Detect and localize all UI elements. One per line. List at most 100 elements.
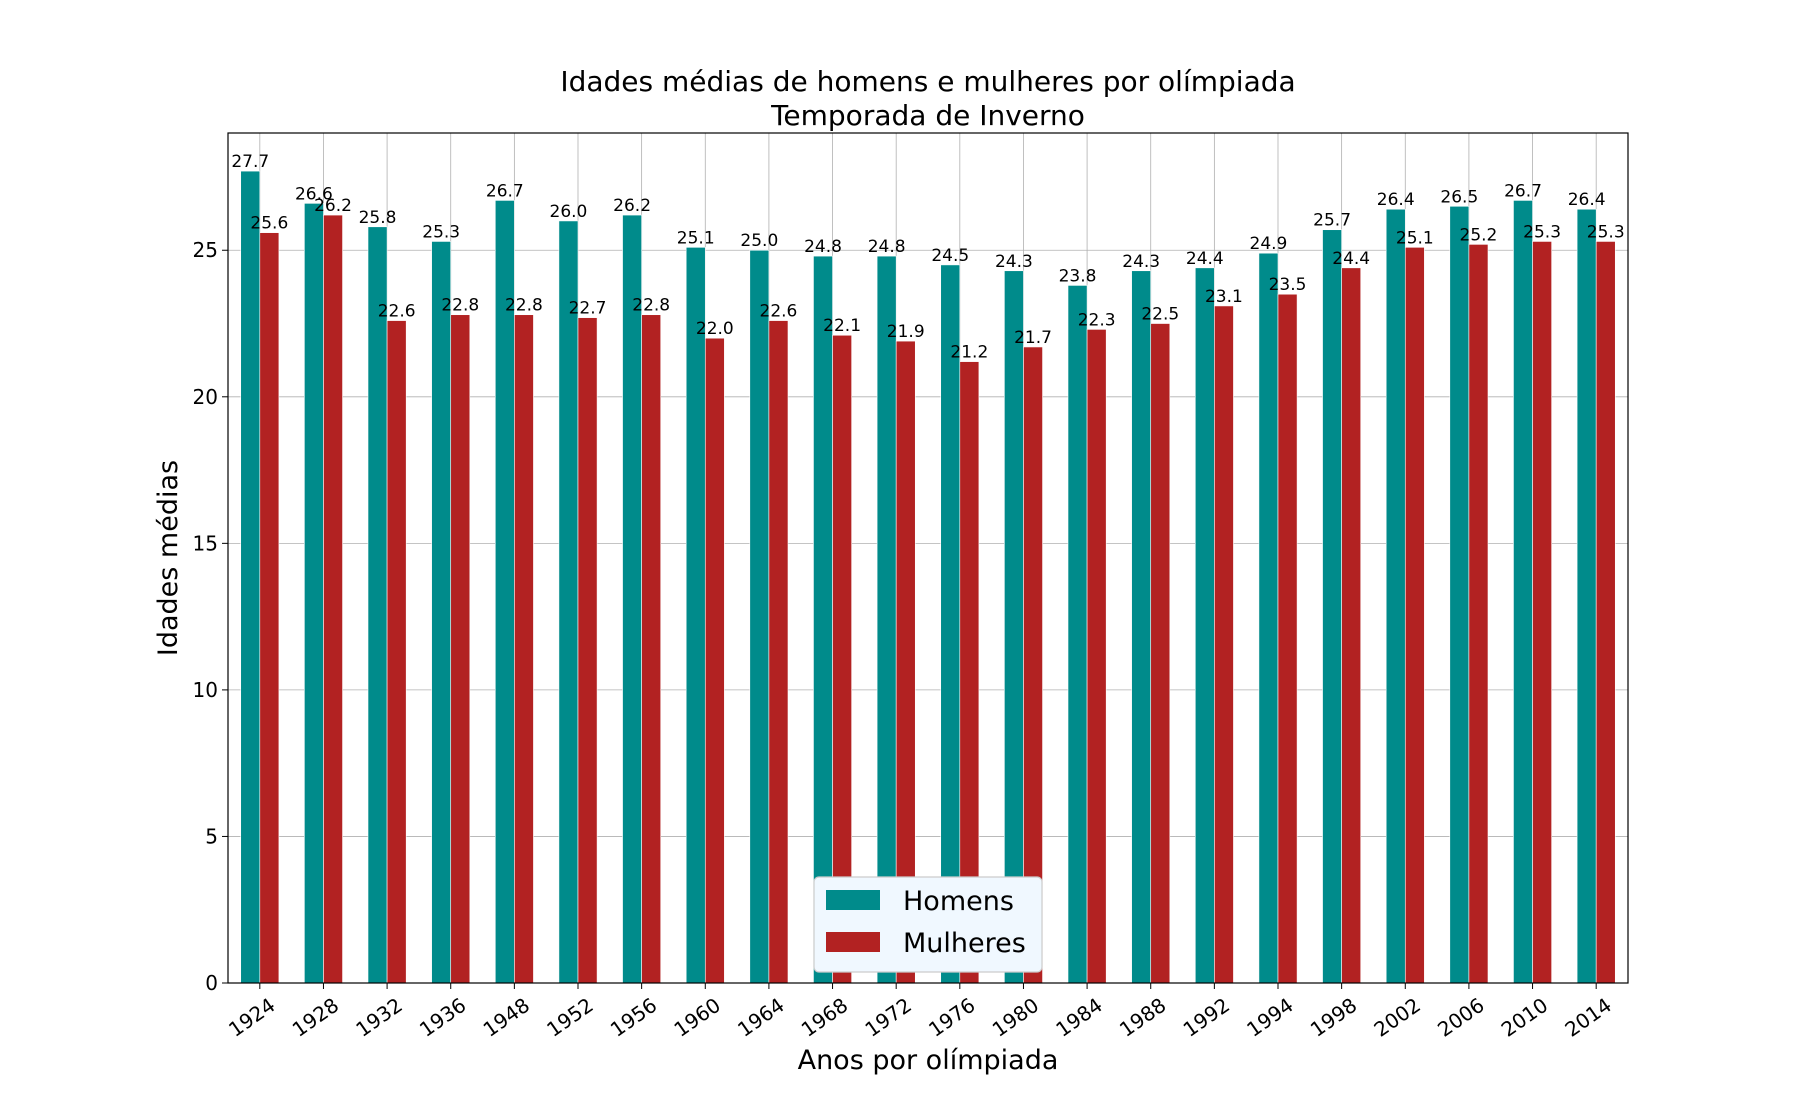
bar-value-label: 25.1 xyxy=(677,228,715,248)
legend-label-homens: Homens xyxy=(903,886,1014,917)
bar-homens-1994 xyxy=(1258,252,1279,984)
bar-homens-1952 xyxy=(558,220,579,984)
bar-value-label: 26.4 xyxy=(1377,190,1415,210)
bar-value-label: 22.0 xyxy=(696,319,734,339)
bar-homens-1936 xyxy=(431,241,452,984)
bar-value-label: 26.4 xyxy=(1568,190,1606,210)
legend: Homens Mulheres xyxy=(813,876,1043,973)
bar-value-label: 24.3 xyxy=(1122,252,1160,272)
bar-homens-2014 xyxy=(1576,208,1597,984)
bar-value-label: 26.2 xyxy=(613,196,651,216)
bar-homens-1956 xyxy=(622,214,642,984)
bar-value-label: 24.4 xyxy=(1332,249,1370,269)
bar-value-label: 24.3 xyxy=(995,252,1033,272)
bar-value-label: 26.7 xyxy=(1504,181,1542,201)
bar-homens-1960 xyxy=(685,247,706,984)
bar-homens-1980 xyxy=(1004,270,1024,984)
y-tick-label: 0 xyxy=(205,971,218,995)
bar-mulheres-2014 xyxy=(1595,241,1616,984)
bar-mulheres-1956 xyxy=(641,314,662,984)
bar-value-label: 27.7 xyxy=(231,152,269,172)
y-tick-label: 20 xyxy=(193,385,218,409)
bar-homens-1968 xyxy=(813,255,833,984)
bar-homens-1984 xyxy=(1067,285,1088,984)
bar-mulheres-1928 xyxy=(323,214,343,984)
bar-homens-1998 xyxy=(1322,229,1342,984)
bar-mulheres-1952 xyxy=(577,317,598,984)
bar-value-label: 21.9 xyxy=(887,322,925,342)
bar-mulheres-2002 xyxy=(1404,247,1425,984)
bar-value-label: 22.6 xyxy=(378,302,416,322)
y-tick-label: 10 xyxy=(193,678,218,702)
bar-value-label: 24.5 xyxy=(931,246,969,266)
chart-title: Idades médias de homens e mulheres por o… xyxy=(560,65,1295,98)
bar-value-label: 22.1 xyxy=(823,316,861,336)
x-axis-ticks: 1924 1928 1932 1936 1948 1952 1956 1960 1964 1968… xyxy=(224,983,1616,1042)
bar-value-label: 26.7 xyxy=(486,181,524,201)
bar-value-label: 23.1 xyxy=(1205,287,1243,307)
bar-mulheres-1988 xyxy=(1150,323,1171,984)
bar-value-label: 25.3 xyxy=(1523,222,1561,242)
bar-homens-1928 xyxy=(304,203,324,984)
y-tick-label: 5 xyxy=(205,824,218,848)
legend-swatch-homens xyxy=(826,890,880,910)
bar-value-label: 22.6 xyxy=(760,302,798,322)
bar-homens-1976 xyxy=(940,264,961,984)
bar-homens-2010 xyxy=(1513,200,1533,984)
bar-value-label: 24.9 xyxy=(1250,234,1288,254)
bar-homens-1932 xyxy=(367,226,388,984)
bar-value-label: 26.2 xyxy=(314,196,352,216)
bar-value-label: 22.8 xyxy=(505,296,543,316)
legend-swatch-mulheres xyxy=(826,932,880,952)
bar-value-labels: 27.7 26.6 25.8 25.3 26.7 26.0 26.2 25.1 25.0 24.8… xyxy=(231,152,1624,363)
chart-subtitle: Temporada de Inverno xyxy=(770,99,1085,132)
bar-mulheres-1936 xyxy=(450,314,471,984)
bar-mulheres-1932 xyxy=(386,320,407,984)
plot-area-frame xyxy=(227,132,1629,984)
bar-mulheres-1948 xyxy=(514,314,534,984)
x-axis-label: Anos por olímpiada xyxy=(798,1045,1059,1076)
bar-mulheres-1992 xyxy=(1214,305,1234,984)
bar-value-label: 24.4 xyxy=(1186,249,1224,269)
bar-homens-1964 xyxy=(749,249,770,984)
bar-mulheres-1960 xyxy=(704,337,725,984)
bar-homens-1948 xyxy=(494,200,515,984)
bar-homens-2002 xyxy=(1385,208,1406,984)
bar-mulheres-2006 xyxy=(1468,244,1489,984)
bar-value-label: 25.8 xyxy=(359,208,397,228)
bar-value-label: 24.8 xyxy=(868,237,906,257)
bar-value-label: 26.6 xyxy=(295,184,333,204)
bar-mulheres-1984 xyxy=(1086,329,1107,984)
bar-homens-1988 xyxy=(1131,270,1152,984)
bar-mulheres-1964 xyxy=(768,320,789,984)
bar-value-label: 22.5 xyxy=(1141,305,1179,325)
bar-value-label: 23.5 xyxy=(1269,275,1307,295)
bar-homens-1972 xyxy=(876,255,897,984)
bar-value-label: 22.7 xyxy=(569,299,607,319)
bar-value-label: 25.6 xyxy=(250,214,288,234)
bar-value-label: 22.3 xyxy=(1078,310,1116,330)
y-axis-ticks: 0 5 10 15 20 25 xyxy=(193,238,228,995)
bar-value-label: 26.5 xyxy=(1440,187,1478,207)
bar-mulheres-1994 xyxy=(1277,293,1298,984)
bar-mulheres-1924 xyxy=(259,232,280,984)
bar-mulheres-2010 xyxy=(1532,241,1552,984)
bar-value-label: 25.0 xyxy=(740,231,778,251)
legend-label-mulheres: Mulheres xyxy=(903,928,1026,959)
y-axis-label: Idades médias xyxy=(153,460,184,656)
y-tick-label: 25 xyxy=(193,238,218,262)
bar-value-label: 21.2 xyxy=(950,343,988,363)
bar-mulheres-1998 xyxy=(1341,267,1362,984)
bar-value-label: 21.7 xyxy=(1014,328,1052,348)
y-tick-label: 15 xyxy=(193,531,218,555)
bar-value-label: 25.2 xyxy=(1460,225,1498,245)
bar-value-label: 26.0 xyxy=(550,202,588,222)
bar-homens-1992 xyxy=(1194,267,1215,984)
bars xyxy=(240,170,1616,984)
bar-homens-1924 xyxy=(240,170,261,984)
bar-value-label: 25.1 xyxy=(1396,228,1434,248)
bar-value-label: 23.8 xyxy=(1059,266,1097,286)
bar-value-label: 25.3 xyxy=(422,222,460,242)
